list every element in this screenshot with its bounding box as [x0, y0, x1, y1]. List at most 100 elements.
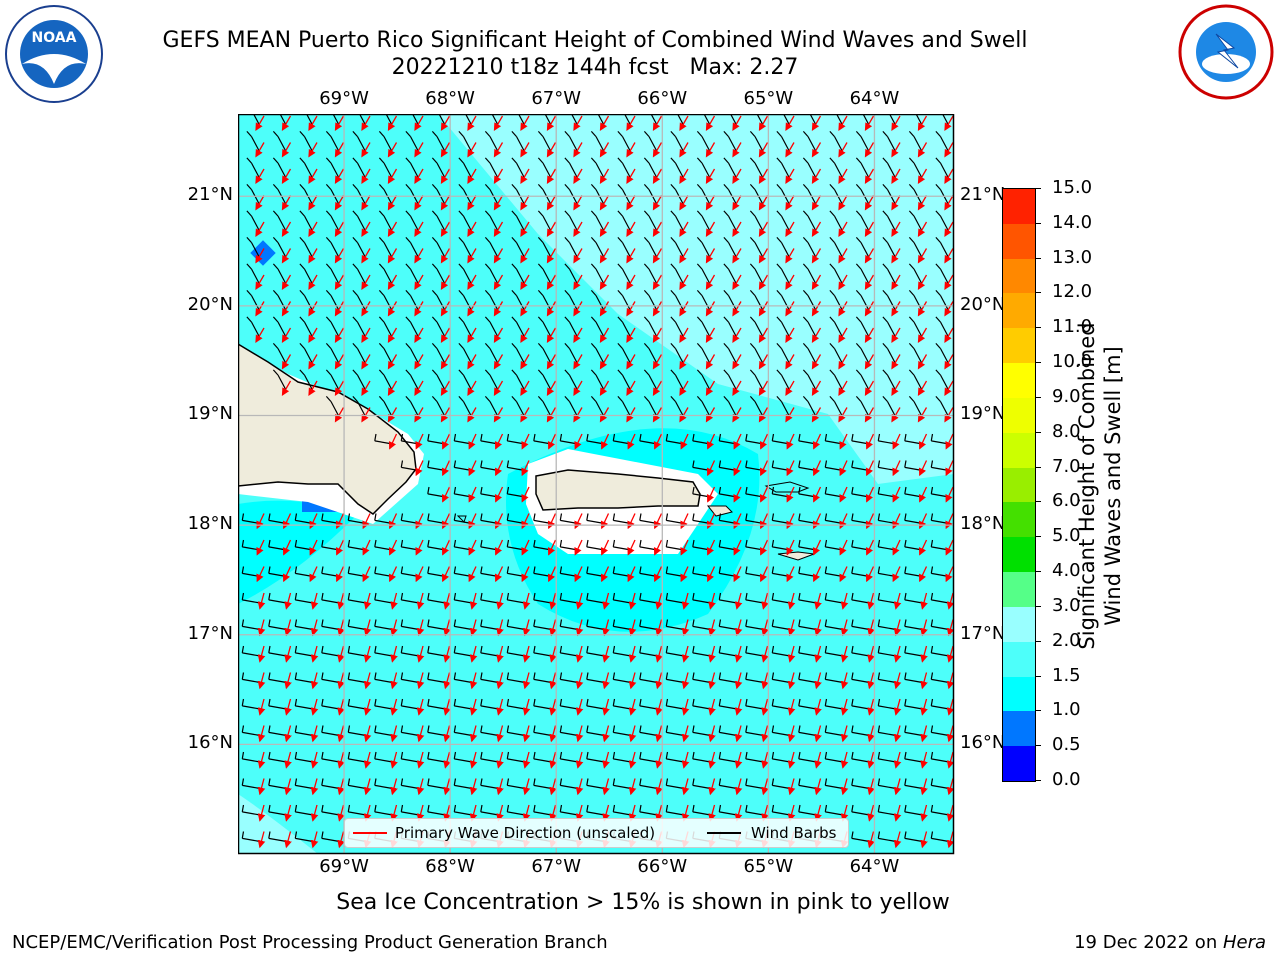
wind-barb	[400, 725, 420, 737]
wind-barb	[718, 751, 738, 763]
wave-direction-arrow	[308, 195, 318, 211]
wave-direction-arrow	[415, 460, 424, 477]
noaa-logo-text: NOAA	[32, 30, 77, 46]
wave-direction-arrow	[282, 566, 292, 583]
wind-barb	[930, 778, 950, 790]
wave-direction-arrow	[443, 698, 451, 716]
wave-direction-arrow	[917, 407, 928, 423]
wave-direction-arrow	[599, 301, 610, 317]
wave-direction-arrow	[388, 433, 398, 450]
wave-direction-arrow	[494, 433, 504, 450]
wave-direction-arrow	[679, 407, 689, 423]
wave-direction-arrow	[785, 142, 795, 158]
wave-direction-arrow	[281, 354, 292, 370]
wave-direction-arrow	[705, 274, 716, 290]
wave-direction-arrow	[334, 274, 345, 290]
wave-direction-arrow	[944, 115, 954, 131]
nws-logo	[1176, 4, 1276, 100]
wave-direction-arrow	[917, 142, 928, 158]
wind-barb	[400, 619, 420, 631]
wind-barb	[798, 592, 817, 604]
wave-direction-arrow	[493, 407, 504, 423]
wave-direction-arrow	[414, 301, 424, 317]
wave-direction-arrow	[679, 301, 689, 317]
wave-direction-arrow	[759, 460, 769, 477]
wave-direction-arrow	[546, 354, 557, 370]
wave-direction-arrow	[944, 195, 954, 211]
wave-direction-arrow	[626, 327, 636, 343]
wave-direction-arrow	[839, 539, 848, 556]
wave-direction-arrow	[546, 274, 557, 290]
wave-direction-arrow	[653, 566, 663, 583]
wave-direction-arrow	[708, 672, 716, 690]
wave-direction-arrow	[363, 592, 372, 610]
lon-tick-top: 67°W	[531, 88, 582, 109]
wave-direction-arrow	[785, 354, 795, 370]
wave-direction-arrow	[361, 380, 371, 396]
wave-direction-arrow	[761, 645, 769, 663]
wave-direction-arrow	[787, 592, 796, 610]
wind-barb	[718, 672, 738, 684]
colorbar-segment	[1003, 258, 1035, 294]
wave-direction-arrow	[705, 248, 716, 264]
wave-direction-arrow	[920, 592, 928, 610]
wind-barb	[294, 698, 314, 710]
wave-direction-arrow	[785, 327, 795, 343]
wave-direction-arrow	[891, 248, 901, 264]
wave-direction-arrow	[414, 354, 424, 370]
wave-direction-arrow	[573, 327, 583, 343]
wave-direction-arrow	[546, 407, 557, 423]
lon-tick-top: 69°W	[319, 88, 369, 109]
colorbar-tick-mark	[1035, 222, 1041, 224]
wave-direction-arrow	[308, 274, 318, 290]
wave-direction-arrow	[546, 195, 557, 211]
wave-direction-arrow	[892, 566, 901, 583]
wave-direction-arrow	[415, 566, 424, 583]
wave-direction-arrow	[440, 142, 451, 158]
lon-tick-top: 68°W	[425, 88, 475, 109]
wind-barb	[400, 751, 420, 763]
wind-barb	[533, 778, 552, 790]
wave-direction-arrow	[706, 566, 716, 583]
colorbar-tick-mark	[1035, 745, 1041, 747]
footer-machine: Hera	[1222, 932, 1266, 953]
wind-barb	[347, 619, 367, 631]
wave-direction-arrow	[255, 301, 265, 317]
wave-direction-arrow	[440, 354, 451, 370]
wave-direction-arrow	[785, 274, 795, 290]
wind-barb	[930, 804, 950, 816]
wave-direction-arrow	[468, 539, 477, 556]
wave-direction-arrow	[441, 539, 451, 556]
colorbar-segment	[1003, 676, 1035, 712]
wind-barb	[665, 751, 685, 763]
wave-direction-arrow	[361, 142, 371, 158]
wave-direction-arrow	[864, 327, 875, 343]
colorbar-tick-mark	[1035, 536, 1041, 538]
wind-barb	[877, 831, 897, 843]
wind-barb	[374, 725, 393, 737]
colorbar-tick-mark	[1035, 431, 1041, 433]
wave-direction-arrow	[281, 221, 292, 237]
footer-date: 19 Dec 2022 on	[1074, 932, 1223, 953]
wave-direction-arrow	[917, 115, 928, 131]
wind-barb	[294, 619, 314, 631]
wave-direction-arrow	[838, 195, 848, 211]
land-virgin-islands	[764, 481, 810, 493]
wave-direction-arrow	[839, 566, 848, 583]
wind-barb	[321, 831, 340, 843]
wind-barb	[294, 645, 314, 657]
wave-direction-arrow	[334, 168, 345, 184]
wave-direction-arrow	[786, 433, 795, 450]
wind-barb	[718, 778, 738, 790]
wind-barb	[559, 592, 579, 604]
wave-direction-arrow	[945, 486, 954, 503]
wind-barb	[904, 804, 923, 816]
wave-direction-arrow	[785, 380, 795, 396]
wave-direction-arrow	[573, 248, 583, 264]
wind-barb	[851, 698, 870, 710]
wave-direction-arrow	[493, 380, 504, 396]
wave-direction-arrow	[281, 195, 292, 211]
wind-barb	[347, 725, 367, 737]
wind-barb	[877, 804, 897, 816]
wave-direction-arrow	[732, 327, 742, 343]
